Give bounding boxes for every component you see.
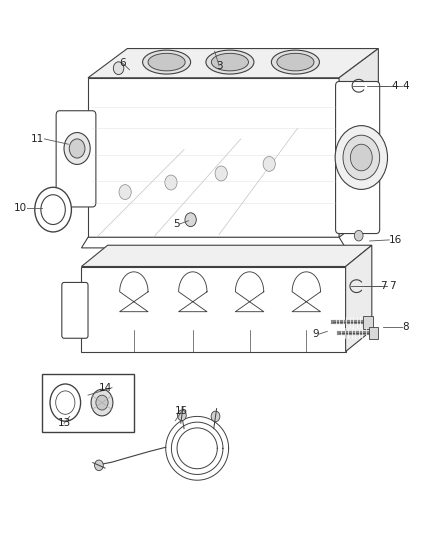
Text: 5: 5 [173, 219, 180, 229]
Text: 9: 9 [313, 329, 319, 339]
Circle shape [35, 187, 71, 232]
Text: 7: 7 [389, 281, 396, 291]
Text: 7: 7 [381, 281, 387, 291]
Circle shape [354, 230, 363, 241]
Text: 4: 4 [403, 81, 409, 91]
Text: 11: 11 [31, 134, 44, 144]
Circle shape [343, 135, 380, 180]
Text: 6: 6 [120, 59, 126, 68]
Polygon shape [292, 272, 321, 312]
Circle shape [64, 133, 90, 165]
Polygon shape [120, 272, 148, 312]
Circle shape [211, 411, 220, 422]
Circle shape [165, 175, 177, 190]
Circle shape [113, 62, 124, 75]
Circle shape [119, 184, 131, 199]
Polygon shape [81, 245, 372, 266]
Text: 15: 15 [175, 406, 188, 416]
Text: 13: 13 [57, 418, 71, 429]
Polygon shape [179, 272, 207, 312]
Circle shape [41, 195, 65, 224]
Circle shape [185, 213, 196, 227]
Bar [363, 316, 373, 329]
Bar [369, 327, 378, 340]
Text: 14: 14 [99, 383, 112, 393]
Circle shape [263, 157, 276, 171]
Circle shape [95, 460, 103, 471]
Text: 3: 3 [215, 61, 223, 70]
Circle shape [69, 139, 85, 158]
Polygon shape [81, 237, 346, 248]
Bar [42, 374, 134, 432]
Text: 4: 4 [392, 81, 398, 91]
Circle shape [215, 166, 227, 181]
FancyBboxPatch shape [56, 111, 96, 207]
Circle shape [50, 384, 81, 421]
Ellipse shape [212, 53, 248, 71]
Polygon shape [339, 49, 378, 237]
FancyBboxPatch shape [62, 282, 88, 338]
Ellipse shape [143, 50, 191, 74]
Polygon shape [346, 245, 372, 352]
Circle shape [91, 389, 113, 416]
Circle shape [56, 391, 75, 414]
Circle shape [350, 144, 372, 171]
Ellipse shape [206, 50, 254, 74]
Polygon shape [88, 49, 378, 78]
Text: 8: 8 [403, 322, 409, 332]
Circle shape [335, 126, 388, 189]
Bar [81, 266, 346, 352]
Text: 10: 10 [14, 203, 27, 213]
Text: 16: 16 [389, 235, 403, 245]
Ellipse shape [148, 53, 185, 71]
Ellipse shape [277, 53, 314, 71]
Polygon shape [235, 272, 264, 312]
Ellipse shape [272, 50, 319, 74]
Circle shape [177, 410, 186, 421]
Bar [88, 78, 339, 237]
Circle shape [96, 395, 108, 410]
FancyBboxPatch shape [336, 82, 380, 233]
